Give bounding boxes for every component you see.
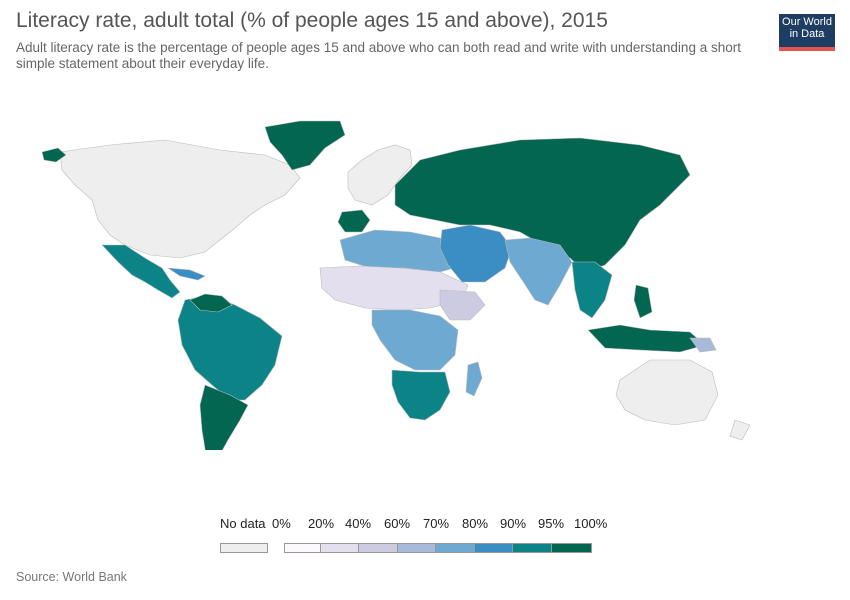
legend-no-data-label: No data bbox=[220, 516, 266, 531]
region-southeast-asia[interactable] bbox=[571, 261, 613, 319]
region-indonesia[interactable] bbox=[587, 324, 706, 353]
region-venezuela[interactable] bbox=[189, 293, 233, 313]
legend-bin-6[interactable] bbox=[512, 543, 552, 553]
legend-bin-7[interactable] bbox=[551, 543, 592, 553]
region-alaska[interactable] bbox=[41, 147, 67, 163]
region-iberia[interactable] bbox=[337, 209, 371, 233]
region-caribbean[interactable] bbox=[167, 267, 206, 281]
legend-tick-8: 100% bbox=[574, 516, 608, 531]
page-subtitle: Adult literacy rate is the percentage of… bbox=[16, 40, 741, 71]
legend-tick-5: 80% bbox=[462, 516, 489, 531]
region-new-zealand[interactable] bbox=[729, 419, 751, 441]
region-south-america[interactable] bbox=[177, 294, 283, 401]
legend-bin-2[interactable] bbox=[358, 543, 398, 553]
legend-bin-5[interactable] bbox=[474, 543, 513, 553]
region-papua[interactable] bbox=[689, 337, 717, 353]
region-mexico-central-america[interactable] bbox=[101, 244, 181, 299]
logo-line-1: Our World bbox=[782, 16, 832, 28]
region-western-europe[interactable] bbox=[347, 144, 413, 206]
legend-tick-6: 90% bbox=[500, 516, 527, 531]
legend-bin-4[interactable] bbox=[435, 543, 475, 553]
legend-bin-1[interactable] bbox=[320, 543, 359, 553]
legend-tick-3: 60% bbox=[384, 516, 411, 531]
logo-line-2: in Data bbox=[789, 28, 825, 40]
legend-bin-0[interactable] bbox=[284, 543, 321, 553]
region-australia[interactable] bbox=[615, 359, 719, 426]
region-southern-africa[interactable] bbox=[391, 369, 451, 421]
legend-tick-2: 40% bbox=[345, 516, 372, 531]
region-north-america[interactable] bbox=[59, 139, 301, 259]
region-philippines[interactable] bbox=[633, 284, 653, 319]
region-south-asia[interactable] bbox=[504, 237, 573, 306]
legend-tick-4: 70% bbox=[423, 516, 450, 531]
owid-logo[interactable]: Our World in Data bbox=[779, 14, 835, 51]
legend-tick-1: 20% bbox=[308, 516, 335, 531]
region-madagascar[interactable] bbox=[465, 361, 483, 397]
legend-no-data-swatch bbox=[220, 543, 268, 553]
source-note: Source: World Bank bbox=[16, 570, 127, 584]
logo-accent-bar bbox=[779, 47, 835, 51]
legend-bin-3[interactable] bbox=[397, 543, 436, 553]
region-southern-cone[interactable] bbox=[199, 384, 249, 450]
region-middle-east[interactable] bbox=[439, 224, 513, 283]
world-map[interactable] bbox=[0, 110, 850, 450]
region-greenland[interactable] bbox=[264, 120, 346, 171]
region-central-africa[interactable] bbox=[371, 309, 459, 371]
region-horn-africa[interactable] bbox=[439, 289, 486, 321]
region-russia[interactable] bbox=[394, 137, 691, 273]
page-title: Literacy rate, adult total (% of people … bbox=[16, 9, 608, 32]
legend-tick-7: 95% bbox=[538, 516, 565, 531]
legend-tick-0: 0% bbox=[272, 516, 291, 531]
